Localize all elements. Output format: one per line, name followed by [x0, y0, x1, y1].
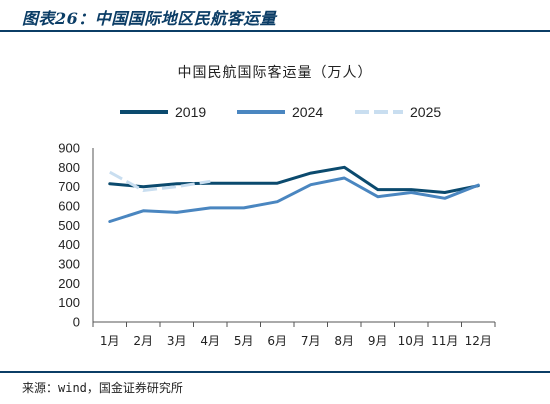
series-line-2019 — [108, 165, 480, 194]
header-divider — [0, 30, 550, 32]
chart-title: 中国民航国际客运量（万人） — [177, 65, 373, 81]
series-line-2024 — [108, 176, 480, 223]
x-tick-label: 11月 — [431, 334, 458, 348]
figure-header: 图表26：中国国际地区民航客运量 — [0, 0, 550, 30]
legend-label-2024: 2024 — [292, 104, 323, 120]
x-tick-label: 5月 — [234, 334, 254, 348]
y-tick-label: 600 — [58, 199, 80, 214]
x-tick-label: 8月 — [334, 334, 354, 348]
y-tick-label: 300 — [58, 257, 80, 272]
x-tick-label: 7月 — [301, 334, 321, 348]
chart-legend: 2019 2024 2025 — [120, 104, 441, 120]
y-tick-label: 500 — [58, 218, 80, 233]
series-line-2025 — [109, 170, 211, 192]
x-tick-label: 3月 — [167, 334, 187, 348]
x-tick-label: 12月 — [465, 334, 492, 348]
source-note: 来源：wind，国金证券研究所 — [22, 381, 183, 395]
figure-title: 图表26：中国国际地区民航客运量 — [22, 9, 277, 28]
x-tick-label: 2月 — [133, 334, 153, 348]
chart-axes: 0 100 200 300 400 500 600 700 800 900 1月 2月 3月 4月 5月 6月… — [58, 141, 496, 348]
chart-series — [108, 165, 480, 223]
y-tick-label: 0 — [73, 315, 80, 330]
y-tick-label: 700 — [58, 179, 80, 194]
y-tick-label: 200 — [58, 276, 80, 291]
y-tick-label: 100 — [58, 295, 80, 310]
footer-divider — [0, 371, 550, 373]
x-tick-label: 6月 — [267, 334, 287, 348]
x-tick-label: 1月 — [100, 334, 120, 348]
y-tick-label: 900 — [58, 141, 80, 156]
y-tick-label: 400 — [58, 237, 80, 252]
x-tick-label: 10月 — [398, 334, 425, 348]
legend-label-2025: 2025 — [410, 104, 441, 120]
x-tick-label: 9月 — [368, 334, 388, 348]
legend-label-2019: 2019 — [175, 104, 206, 120]
y-tick-label: 800 — [58, 160, 80, 175]
x-tick-label: 4月 — [200, 334, 220, 348]
